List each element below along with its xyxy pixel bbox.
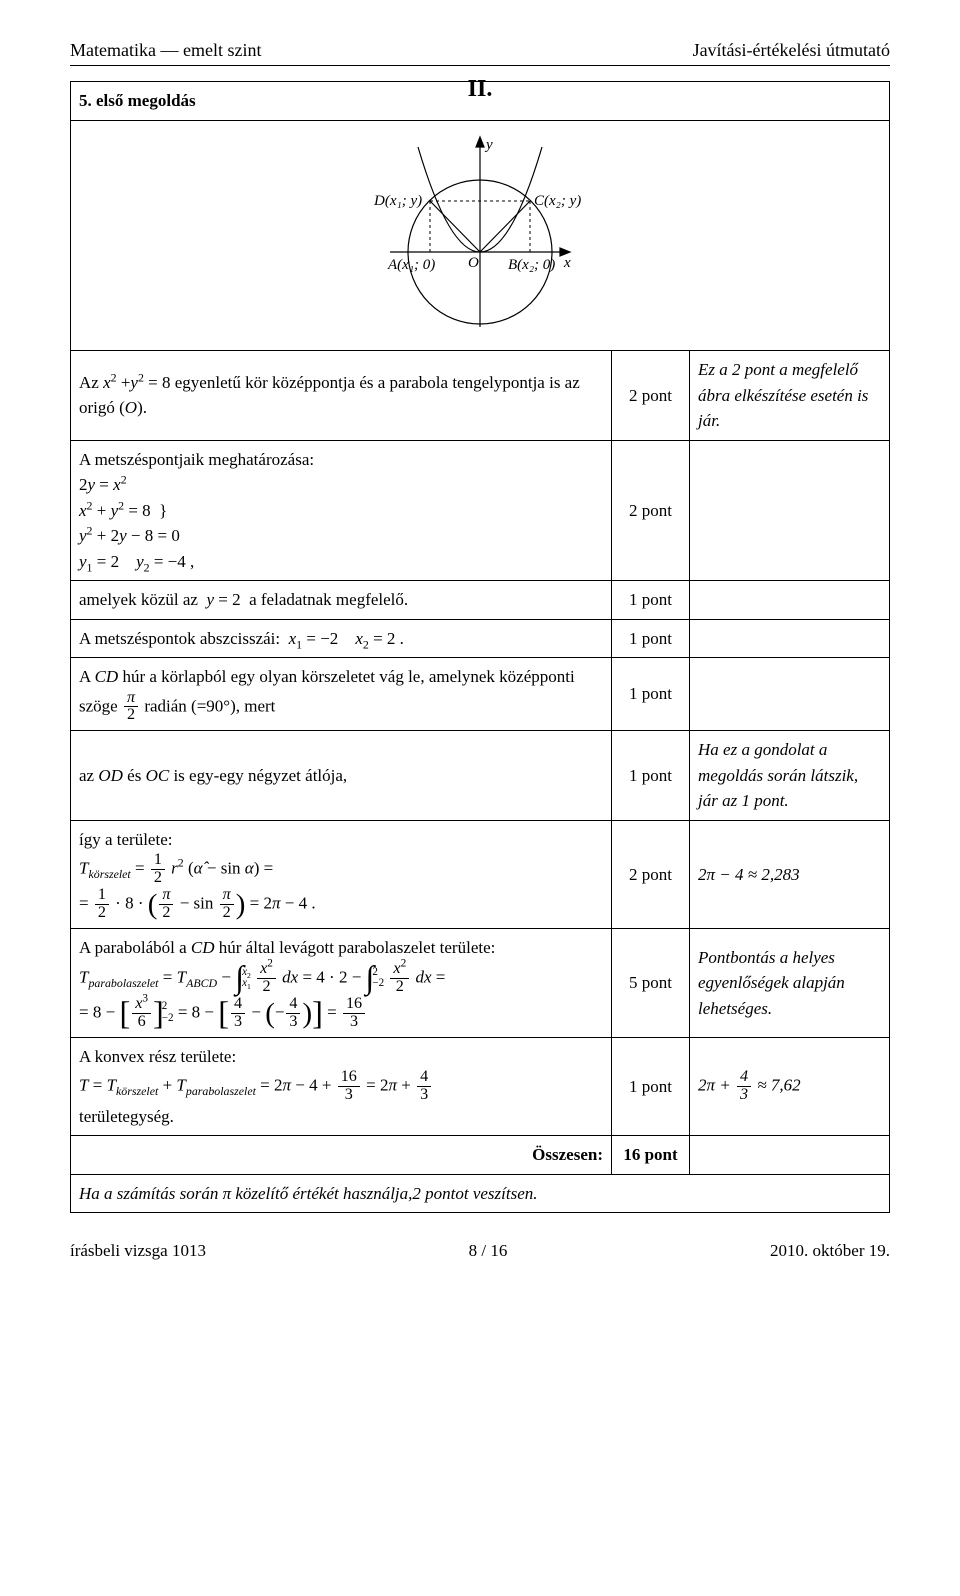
- table-row: így a területe:Tkörszelet = 12 r2 (α̂ − …: [71, 820, 890, 928]
- footer-left: írásbeli vizsga 1013: [70, 1241, 206, 1261]
- row-note: 2π − 4 ≈ 2,283: [690, 820, 890, 928]
- solution-table: 5. első megoldás: [70, 81, 890, 1213]
- table-row: A metszéspontjaik meghatározása:2y = x2x…: [71, 440, 890, 581]
- table-row: A parabolából a CD húr által levágott pa…: [71, 929, 890, 1037]
- row-note: [690, 440, 890, 581]
- table-row: A CD húr a körlapból egy olyan körszelet…: [71, 658, 890, 731]
- header-left: Matematika — emelt szint: [70, 40, 261, 61]
- sum-points: 16 pont: [612, 1136, 690, 1175]
- table-row: Az x2 +y2 = 8 egyenletű kör középpontja …: [71, 351, 890, 441]
- diagram-cell: y x O D(x₁; y) C(x₂; y) A(x₁; 0) B(x₂; 0…: [71, 120, 890, 351]
- row-points: 1 pont: [612, 731, 690, 821]
- row-points: 1 pont: [612, 619, 690, 658]
- footer-center: 8 / 16: [469, 1241, 508, 1261]
- row-content: Az x2 +y2 = 8 egyenletű kör középpontja …: [71, 351, 612, 441]
- sum-label: Összesen:: [71, 1136, 612, 1175]
- row-note: [690, 581, 890, 620]
- D-label: D(x₁; y): [373, 193, 422, 209]
- row-points: 5 pont: [612, 929, 690, 1037]
- row-content: így a területe:Tkörszelet = 12 r2 (α̂ − …: [71, 820, 612, 928]
- sum-note-empty: [690, 1136, 890, 1175]
- row-content: A parabolából a CD húr által levágott pa…: [71, 929, 612, 1037]
- row-content: A konvex rész területe:T = Tkörszelet + …: [71, 1037, 612, 1136]
- row-points: 2 pont: [612, 820, 690, 928]
- row-points: 2 pont: [612, 440, 690, 581]
- y-axis-label: y: [484, 137, 493, 153]
- table-row: A metszéspontok abszcisszái: x1 = −2 x2 …: [71, 619, 890, 658]
- x-axis-label: x: [563, 255, 571, 271]
- page: Matematika — emelt szint Javítási-értéke…: [0, 0, 960, 1291]
- page-header: Matematika — emelt szint Javítási-értéke…: [70, 40, 890, 61]
- row-content: A metszéspontjaik meghatározása:2y = x2x…: [71, 440, 612, 581]
- row-note: [690, 658, 890, 731]
- table-row: az OD és OC is egy-egy négyzet átlója,1 …: [71, 731, 890, 821]
- row-note: Ha ez a gondolat a megoldás során látszi…: [690, 731, 890, 821]
- row-content: A CD húr a körlapból egy olyan körszelet…: [71, 658, 612, 731]
- header-rule: [70, 65, 890, 66]
- row-points: 1 pont: [612, 581, 690, 620]
- page-footer: írásbeli vizsga 1013 8 / 16 2010. októbe…: [70, 1241, 890, 1261]
- diagram-svg: y x O D(x₁; y) C(x₂; y) A(x₁; 0) B(x₂; 0…: [330, 127, 630, 337]
- row-points: 2 pont: [612, 351, 690, 441]
- origin-label: O: [468, 255, 479, 271]
- row-note: 2π + 43 ≈ 7,62: [690, 1037, 890, 1136]
- row-points: 1 pont: [612, 658, 690, 731]
- row-content: A metszéspontok abszcisszái: x1 = −2 x2 …: [71, 619, 612, 658]
- table-row: A konvex rész területe:T = Tkörszelet + …: [71, 1037, 890, 1136]
- B-label: B(x₂; 0): [508, 257, 555, 273]
- header-right: Javítási-értékelési útmutató: [693, 40, 890, 61]
- row-content: az OD és OC is egy-egy négyzet átlója,: [71, 731, 612, 821]
- row-note: Ez a 2 pont a megfelelő ábra elkészítése…: [690, 351, 890, 441]
- A-label: A(x₁; 0): [387, 257, 435, 273]
- row-note: [690, 619, 890, 658]
- row-note: Pontbontás a helyes egyenlőségek alapján…: [690, 929, 890, 1037]
- C-label: C(x₂; y): [534, 193, 581, 209]
- footer-right: 2010. október 19.: [770, 1241, 890, 1261]
- row-points: 1 pont: [612, 1037, 690, 1136]
- row-content: amelyek közül az y = 2 a feladatnak megf…: [71, 581, 612, 620]
- final-note: Ha a számítás során π közelítő értékét h…: [71, 1174, 890, 1213]
- table-row: amelyek közül az y = 2 a feladatnak megf…: [71, 581, 890, 620]
